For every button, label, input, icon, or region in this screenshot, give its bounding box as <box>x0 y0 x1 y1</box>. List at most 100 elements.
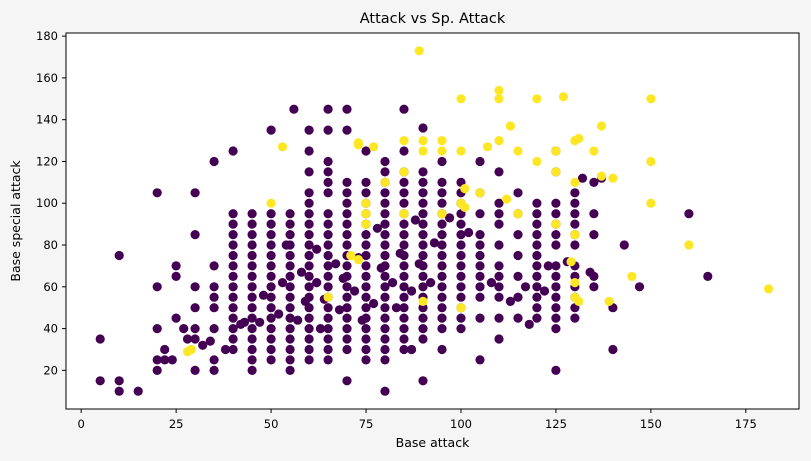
non_legendary-point <box>285 250 295 261</box>
non_legendary-point <box>551 282 561 292</box>
non_legendary-point <box>532 198 542 208</box>
non_legendary-point <box>445 213 455 223</box>
non_legendary-point <box>456 292 466 302</box>
non_legendary-point <box>247 324 257 334</box>
non_legendary-point <box>228 344 238 355</box>
non_legendary-point <box>532 240 542 250</box>
non_legendary-point <box>513 230 523 240</box>
non_legendary-point <box>209 365 219 375</box>
non_legendary-point <box>190 230 200 240</box>
non_legendary-point <box>304 292 314 302</box>
legendary-point <box>380 177 390 187</box>
non_legendary-point <box>285 282 295 292</box>
legendary-point <box>369 142 379 152</box>
legendary-point <box>513 146 523 156</box>
non_legendary-point <box>551 209 561 219</box>
non_legendary-point <box>429 238 439 248</box>
non_legendary-point <box>608 344 618 355</box>
non_legendary-point <box>532 219 542 229</box>
non_legendary-point <box>380 261 390 271</box>
non_legendary-point <box>152 188 162 198</box>
non_legendary-point <box>209 282 219 292</box>
non_legendary-point <box>418 376 428 386</box>
legendary-point <box>574 133 584 144</box>
plot-frame <box>65 32 800 410</box>
non_legendary-point <box>369 298 379 309</box>
non_legendary-point <box>380 271 390 281</box>
non_legendary-point <box>285 334 295 344</box>
non_legendary-point <box>399 282 409 292</box>
legendary-point <box>418 296 428 306</box>
non_legendary-point <box>228 250 238 261</box>
non_legendary-point <box>266 209 276 219</box>
non_legendary-point <box>456 282 466 292</box>
legendary-point <box>570 278 580 288</box>
non_legendary-point <box>342 344 352 355</box>
non_legendary-point <box>342 324 352 334</box>
non_legendary-point <box>190 282 200 292</box>
y-tick-label: 40 <box>43 322 58 336</box>
legendary-point <box>437 209 447 219</box>
non_legendary-point <box>380 292 390 302</box>
non_legendary-point <box>304 219 314 229</box>
non_legendary-point <box>304 188 314 198</box>
non_legendary-point <box>456 271 466 281</box>
legendary-point <box>764 284 774 294</box>
non_legendary-point <box>304 324 314 334</box>
non_legendary-point <box>475 250 485 261</box>
non_legendary-point <box>304 344 314 355</box>
non_legendary-point <box>361 313 371 323</box>
non_legendary-point <box>228 261 238 271</box>
non_legendary-point <box>399 261 409 271</box>
legendary-point <box>460 202 470 212</box>
non_legendary-point <box>247 344 257 355</box>
legendary-point <box>608 173 618 183</box>
non_legendary-point <box>475 292 485 302</box>
non_legendary-point <box>437 324 447 334</box>
non_legendary-point <box>304 125 314 135</box>
non_legendary-point <box>323 334 333 344</box>
x-tick-label: 100 <box>450 417 472 431</box>
non_legendary-point <box>342 219 352 229</box>
non_legendary-point <box>551 198 561 208</box>
legendary-point <box>646 156 656 167</box>
non_legendary-point <box>304 230 314 240</box>
y-axis: 20 40 60 80 100 120 140 160 180 <box>36 29 66 377</box>
non_legendary-point <box>323 282 333 292</box>
non_legendary-point <box>247 282 257 292</box>
non_legendary-point <box>342 209 352 219</box>
non_legendary-point <box>304 167 314 177</box>
non_legendary-point <box>380 282 390 292</box>
non_legendary-point <box>380 219 390 229</box>
non_legendary-point <box>285 219 295 229</box>
non_legendary-point <box>570 313 580 323</box>
non_legendary-point <box>323 219 333 229</box>
non_legendary-point <box>456 230 466 240</box>
non_legendary-point <box>266 261 276 271</box>
legendary-point <box>460 184 470 194</box>
non_legendary-point <box>589 209 599 219</box>
non_legendary-point <box>418 282 428 292</box>
non_legendary-point <box>475 261 485 271</box>
non_legendary-point <box>539 286 550 296</box>
non_legendary-point <box>323 344 333 355</box>
non_legendary-point <box>247 271 257 281</box>
non_legendary-point <box>437 344 447 355</box>
non_legendary-point <box>437 188 447 198</box>
non_legendary-point <box>285 209 295 219</box>
non_legendary-point <box>266 303 276 313</box>
legendary-point <box>323 292 333 302</box>
non_legendary-point <box>551 271 561 281</box>
non_legendary-point <box>513 271 523 281</box>
non_legendary-point <box>532 261 542 271</box>
non_legendary-point <box>418 198 428 208</box>
non_legendary-point <box>456 240 466 250</box>
legendary-point <box>684 240 694 250</box>
non_legendary-point <box>304 146 314 156</box>
non_legendary-point <box>380 156 390 167</box>
non_legendary-point <box>456 324 466 334</box>
non_legendary-point <box>380 230 390 240</box>
x-tick-label: 175 <box>735 417 757 431</box>
non_legendary-point <box>247 230 257 240</box>
non_legendary-point <box>361 292 371 302</box>
